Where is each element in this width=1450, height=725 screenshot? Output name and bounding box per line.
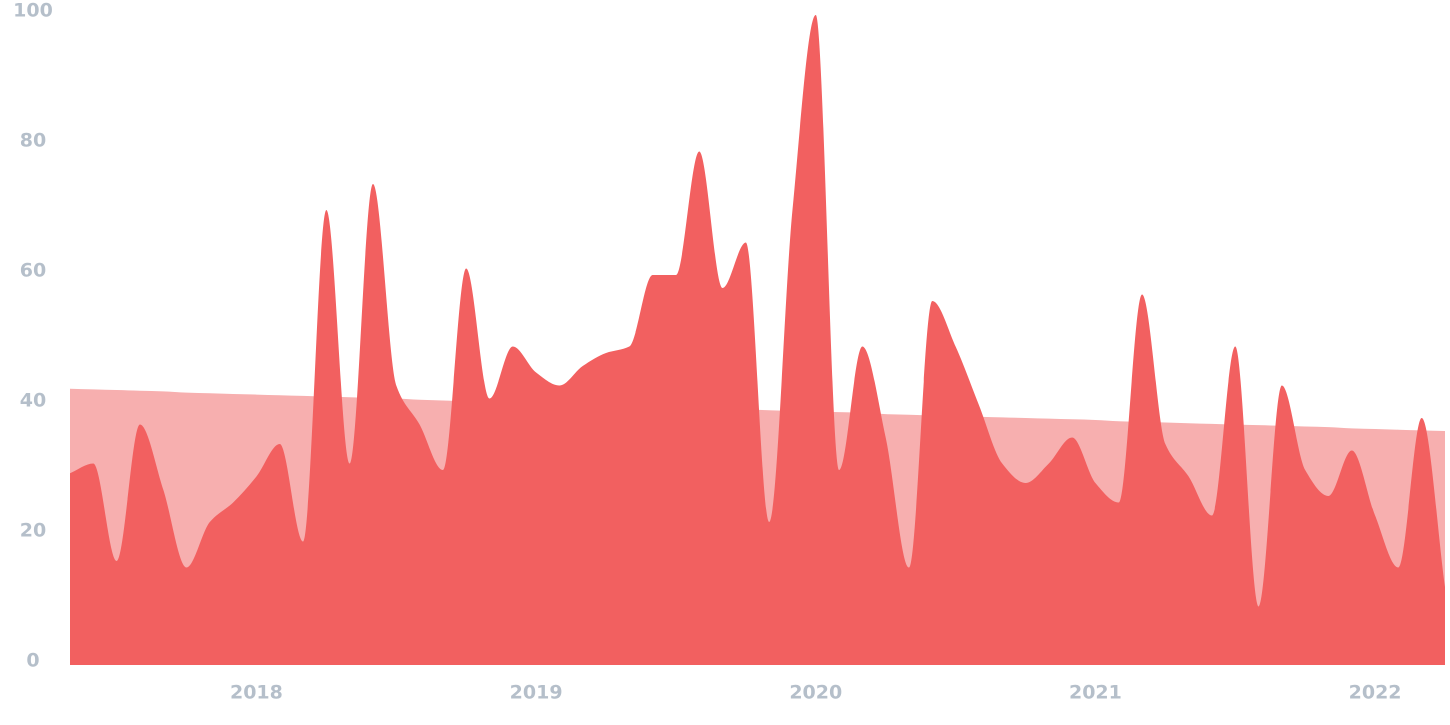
y-tick-label: 80	[20, 130, 46, 152]
y-tick-label: 0	[26, 650, 39, 672]
x-tick-label: 2022	[1349, 682, 1402, 704]
x-tick-label: 2020	[789, 682, 842, 704]
y-tick-label: 60	[20, 260, 46, 282]
x-tick-label: 2018	[230, 682, 283, 704]
x-tick-label: 2021	[1069, 682, 1122, 704]
y-tick-label: 40	[20, 390, 46, 412]
y-tick-label: 100	[13, 0, 53, 22]
area	[70, 15, 1445, 665]
x-tick-label: 2019	[510, 682, 563, 704]
y-tick-label: 20	[20, 520, 46, 542]
